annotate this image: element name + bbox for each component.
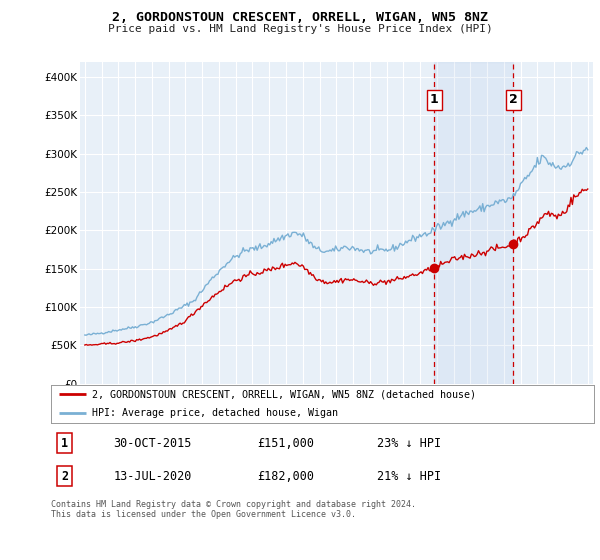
Text: 2: 2 <box>509 94 517 106</box>
Text: 2, GORDONSTOUN CRESCENT, ORRELL, WIGAN, WN5 8NZ: 2, GORDONSTOUN CRESCENT, ORRELL, WIGAN, … <box>112 11 488 24</box>
Text: Contains HM Land Registry data © Crown copyright and database right 2024.
This d: Contains HM Land Registry data © Crown c… <box>51 500 416 519</box>
Text: £151,000: £151,000 <box>257 437 314 450</box>
Text: £182,000: £182,000 <box>257 469 314 483</box>
Text: 1: 1 <box>61 437 68 450</box>
Text: 21% ↓ HPI: 21% ↓ HPI <box>377 469 441 483</box>
Text: 2, GORDONSTOUN CRESCENT, ORRELL, WIGAN, WN5 8NZ (detached house): 2, GORDONSTOUN CRESCENT, ORRELL, WIGAN, … <box>92 389 476 399</box>
Bar <box>434 62 513 384</box>
Text: 1: 1 <box>430 94 439 106</box>
Text: HPI: Average price, detached house, Wigan: HPI: Average price, detached house, Wiga… <box>92 408 338 418</box>
Text: Price paid vs. HM Land Registry's House Price Index (HPI): Price paid vs. HM Land Registry's House … <box>107 24 493 34</box>
Text: 2: 2 <box>61 469 68 483</box>
Text: 13-JUL-2020: 13-JUL-2020 <box>113 469 192 483</box>
Text: 30-OCT-2015: 30-OCT-2015 <box>113 437 192 450</box>
Text: 23% ↓ HPI: 23% ↓ HPI <box>377 437 441 450</box>
